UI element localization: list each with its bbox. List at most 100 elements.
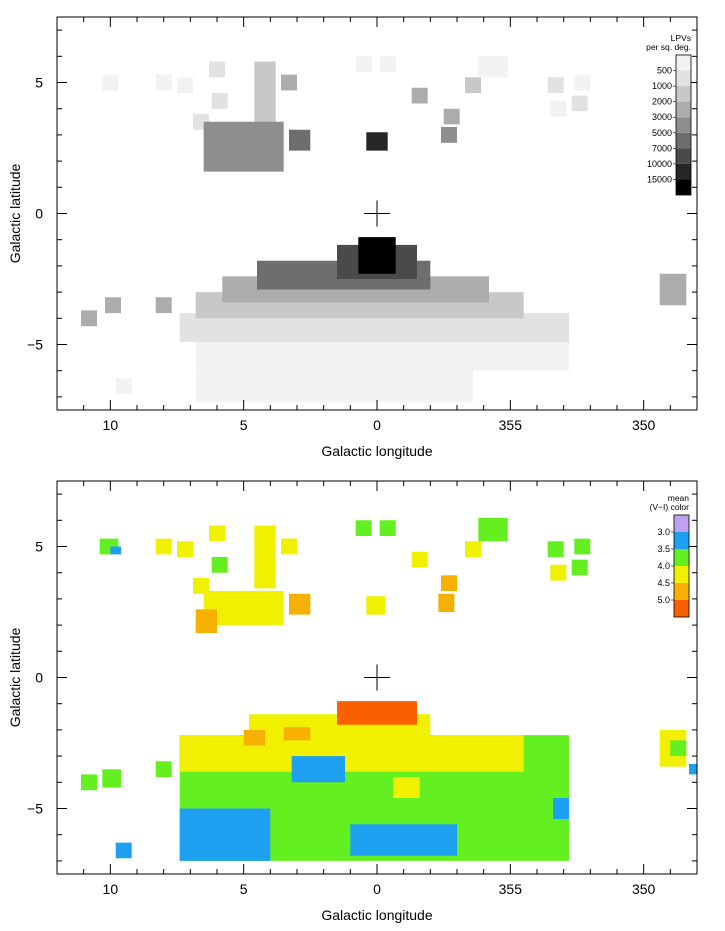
color-legend: mean(V−I) color 3.0 3.5 4.0 4.5 5.0 xyxy=(650,493,690,618)
map-region xyxy=(209,61,225,78)
map-region xyxy=(155,297,172,314)
map-region xyxy=(179,735,524,772)
legend-label: 15000 xyxy=(647,174,672,184)
legend-title: mean xyxy=(668,493,690,503)
legend-label: 3000 xyxy=(652,112,672,122)
map-region xyxy=(177,541,193,557)
map-region xyxy=(289,593,311,615)
y-axis-title: Galactic latitude xyxy=(7,163,23,263)
map-region xyxy=(115,842,132,859)
map-region xyxy=(179,808,271,861)
map-region xyxy=(379,56,396,72)
legend-swatch xyxy=(676,179,691,195)
x-tick-label: 5 xyxy=(240,881,248,897)
legend-label: 5.0 xyxy=(657,595,670,605)
map-region xyxy=(283,727,311,741)
map-region xyxy=(355,520,372,536)
map-region xyxy=(193,577,209,594)
map-region xyxy=(155,74,172,91)
legend-swatch xyxy=(674,515,689,532)
y-axis-title: Galactic latitude xyxy=(7,627,23,727)
map-region xyxy=(393,777,420,798)
map-region xyxy=(379,520,396,536)
map-region xyxy=(366,596,385,615)
map-region xyxy=(411,551,428,568)
y-tick-labels: 5 0 −5 xyxy=(27,75,43,353)
map-region xyxy=(441,127,457,143)
map-region xyxy=(465,541,481,557)
legend-label: 3.5 xyxy=(657,544,670,554)
map-region xyxy=(203,591,284,626)
map-region xyxy=(102,769,121,788)
x-tick-label: 355 xyxy=(499,417,523,433)
map-region xyxy=(366,132,388,151)
map-region xyxy=(289,129,311,151)
legend-label: 5000 xyxy=(652,128,672,138)
map-region xyxy=(355,56,372,72)
x-tick-label: 0 xyxy=(373,417,381,433)
map-region xyxy=(411,87,428,104)
legend-swatch xyxy=(674,600,689,617)
legend-label: 4.0 xyxy=(657,561,670,571)
y-tick-label: 5 xyxy=(35,539,43,555)
legend-swatch xyxy=(676,132,691,149)
x-tick-label: 355 xyxy=(499,881,523,897)
mean-color-panel: 10 5 0 355 350 5 0 −5 Galactic longitude Galac… xyxy=(7,480,698,923)
legend-swatch xyxy=(676,101,691,118)
map-region xyxy=(105,297,121,314)
map-region xyxy=(670,740,687,757)
x-axis-title: Galactic longitude xyxy=(321,443,433,459)
legend-label: 1000 xyxy=(652,81,672,91)
x-tick-labels: 10 5 0 355 350 xyxy=(103,881,656,897)
legend-label: 500 xyxy=(657,66,672,76)
map-region xyxy=(243,729,265,746)
y-tick-label: 5 xyxy=(35,75,43,91)
legend-label: 4.5 xyxy=(657,578,670,588)
legend-swatch xyxy=(674,583,689,600)
map-region xyxy=(478,517,508,542)
map-region xyxy=(574,538,591,555)
map-region xyxy=(155,538,172,555)
x-axis-title: Galactic longitude xyxy=(321,907,433,923)
map-region xyxy=(689,764,697,775)
map-region xyxy=(553,798,569,819)
galactic-center-marker xyxy=(364,664,390,691)
x-tick-label: 5 xyxy=(240,417,248,433)
legend-swatch xyxy=(676,163,691,180)
axis-ticks xyxy=(56,481,698,874)
map-region xyxy=(441,575,457,591)
map-region xyxy=(550,564,567,581)
legend-frame xyxy=(675,54,692,196)
map-region xyxy=(281,538,297,555)
map-region xyxy=(659,273,687,306)
legend-swatch xyxy=(676,55,691,71)
legend-title: LPVs xyxy=(671,33,691,43)
galactic-center-marker xyxy=(364,200,390,227)
axis-ticks xyxy=(56,17,698,410)
map-region xyxy=(550,100,567,117)
x-tick-label: 10 xyxy=(103,881,119,897)
map-region xyxy=(291,756,345,783)
legend-swatch xyxy=(674,532,689,549)
x-tick-label: 350 xyxy=(632,881,656,897)
map-region xyxy=(203,121,284,172)
y-tick-label: 0 xyxy=(35,670,43,686)
map-region xyxy=(211,93,228,109)
map-region xyxy=(438,593,455,612)
legend-label: 7000 xyxy=(652,143,672,153)
map-region xyxy=(195,334,569,371)
legend-label: 10000 xyxy=(647,159,672,169)
x-tick-label: 10 xyxy=(103,417,119,433)
map-region xyxy=(547,541,564,557)
x-tick-label: 0 xyxy=(373,881,381,897)
map-region xyxy=(102,74,119,91)
legend-title: (V−I) color xyxy=(650,502,690,512)
y-tick-labels: 5 0 −5 xyxy=(27,539,43,817)
legend-label: 3.0 xyxy=(657,527,670,537)
map-region xyxy=(443,108,460,125)
map-region xyxy=(209,525,225,542)
y-tick-label: 0 xyxy=(35,206,43,222)
map-region xyxy=(547,77,564,93)
color-map xyxy=(81,517,697,861)
